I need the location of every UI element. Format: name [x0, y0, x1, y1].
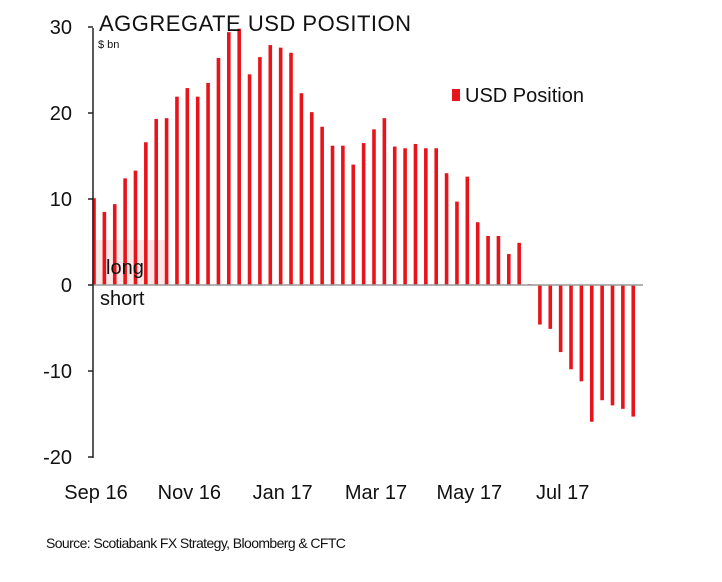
- bar: [237, 28, 241, 285]
- bar: [392, 146, 397, 285]
- legend-swatch: [452, 89, 460, 101]
- legend-label: USD Position: [465, 85, 584, 107]
- bar: [424, 148, 428, 285]
- long-shading: [96, 240, 166, 284]
- x-tick-label: May 17: [437, 482, 503, 504]
- bar: [475, 222, 480, 285]
- bar: [610, 285, 615, 406]
- bar: [444, 173, 449, 285]
- bar: [621, 285, 625, 409]
- bar: [589, 285, 594, 422]
- bar: [579, 285, 584, 382]
- y-tick-label: 30: [50, 17, 72, 39]
- bar: [351, 164, 356, 285]
- bar: [144, 142, 148, 285]
- bar: [382, 118, 387, 285]
- x-ticks-group: Sep 16 Nov 16 Jan 17 Mar 17 May 17 Jul 17: [64, 482, 589, 504]
- bar: [538, 285, 542, 325]
- bar: [112, 204, 117, 285]
- bar: [92, 198, 96, 285]
- y-tick-label: 0: [61, 275, 72, 297]
- source-note: Source: Scotiabank FX Strategy, Bloomber…: [46, 535, 346, 551]
- bar: [185, 88, 190, 285]
- bars-group: [92, 28, 636, 422]
- bar: [206, 82, 210, 286]
- bar: [600, 285, 604, 401]
- x-tick-label: Mar 17: [345, 482, 407, 504]
- bar: [258, 57, 262, 285]
- bar: [548, 285, 553, 329]
- bar: [507, 254, 511, 285]
- bar: [247, 74, 252, 285]
- bar: [330, 145, 335, 285]
- bar: [455, 201, 459, 285]
- bar: [227, 32, 231, 285]
- bar: [413, 143, 418, 285]
- y-ticks-group: -20 -10 0 10 20 30: [43, 17, 93, 469]
- bar: [175, 96, 179, 285]
- x-tick-label: Jan 17: [253, 482, 313, 504]
- bar: [278, 47, 283, 285]
- long-annotation: long: [106, 257, 144, 279]
- bar: [154, 119, 159, 286]
- bar: [133, 170, 138, 285]
- bar: [434, 148, 439, 285]
- bar: [465, 176, 470, 285]
- x-tick-label: Nov 16: [158, 482, 221, 504]
- y-tick-label: 20: [50, 103, 72, 125]
- bar: [320, 126, 324, 285]
- bar: [569, 285, 573, 370]
- short-annotation: short: [100, 288, 145, 310]
- y-tick-label: -10: [43, 361, 72, 383]
- bar: [631, 285, 636, 417]
- bar: [361, 143, 366, 285]
- x-tick-label: Jul 17: [536, 482, 589, 504]
- bar: [486, 235, 490, 285]
- bar: [496, 235, 501, 285]
- y-tick-label: -20: [43, 447, 72, 469]
- bar: [299, 93, 304, 285]
- bar: [289, 52, 293, 285]
- y-tick-label: 10: [50, 189, 72, 211]
- bar: [123, 178, 127, 285]
- x-tick-label: Sep 16: [64, 482, 127, 504]
- y-unit-label: $ bn: [98, 39, 119, 51]
- bar: [517, 242, 521, 285]
- bar: [372, 129, 376, 285]
- bar: [102, 211, 107, 285]
- bar: [403, 148, 407, 285]
- bar: [164, 118, 169, 285]
- bar: [216, 57, 221, 286]
- bar: [558, 285, 563, 353]
- bar: [195, 96, 200, 285]
- bar: [309, 112, 314, 285]
- bar: [341, 145, 345, 285]
- bar: [268, 45, 273, 286]
- chart-title: AGGREGATE USD POSITION: [99, 11, 412, 36]
